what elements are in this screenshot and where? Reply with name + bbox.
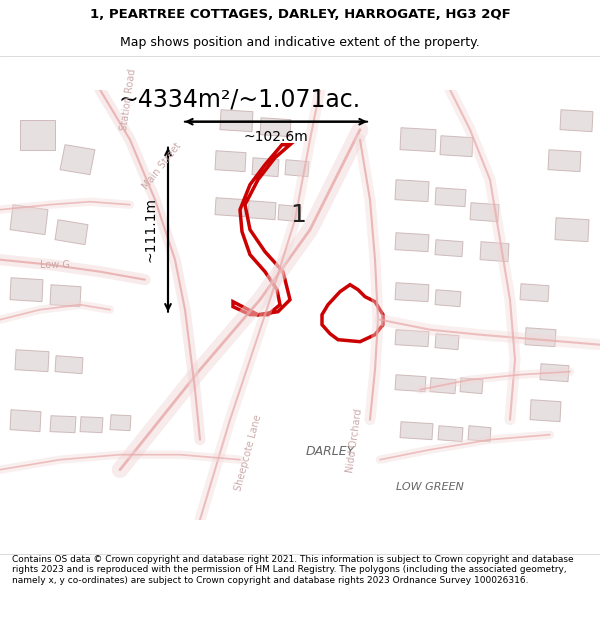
Text: ~102.6m: ~102.6m — [244, 129, 308, 144]
Text: 1: 1 — [290, 202, 306, 227]
Polygon shape — [15, 350, 49, 372]
Polygon shape — [80, 417, 103, 432]
Polygon shape — [435, 188, 466, 207]
Polygon shape — [110, 415, 131, 431]
Polygon shape — [440, 136, 473, 157]
Polygon shape — [530, 400, 561, 422]
Text: ~111.1m: ~111.1m — [143, 198, 157, 262]
Polygon shape — [555, 217, 589, 242]
Polygon shape — [470, 202, 499, 222]
Polygon shape — [430, 378, 456, 394]
Text: ~4334m²/~1.071ac.: ~4334m²/~1.071ac. — [119, 88, 361, 112]
Polygon shape — [460, 378, 483, 394]
Text: Map shows position and indicative extent of the property.: Map shows position and indicative extent… — [120, 36, 480, 49]
Polygon shape — [520, 284, 549, 302]
Polygon shape — [395, 374, 426, 392]
Polygon shape — [400, 422, 433, 440]
Polygon shape — [252, 158, 279, 177]
Polygon shape — [50, 285, 81, 307]
Polygon shape — [285, 159, 309, 177]
Text: Main Street: Main Street — [141, 141, 183, 192]
Polygon shape — [278, 205, 301, 222]
Polygon shape — [60, 144, 95, 174]
Polygon shape — [215, 151, 246, 172]
Polygon shape — [220, 110, 253, 132]
Polygon shape — [215, 198, 246, 217]
Polygon shape — [395, 232, 429, 252]
Polygon shape — [248, 201, 276, 219]
Polygon shape — [560, 110, 593, 132]
Polygon shape — [480, 242, 509, 262]
Text: LOW GREEN: LOW GREEN — [396, 482, 464, 492]
Polygon shape — [395, 330, 429, 347]
Text: 1, PEARTREE COTTAGES, DARLEY, HARROGATE, HG3 2QF: 1, PEARTREE COTTAGES, DARLEY, HARROGATE,… — [89, 8, 511, 21]
Polygon shape — [435, 239, 463, 257]
Text: Nidd Orchard: Nidd Orchard — [346, 408, 364, 474]
Polygon shape — [20, 120, 55, 149]
Polygon shape — [55, 219, 88, 244]
Text: Station Road: Station Road — [119, 69, 137, 132]
Polygon shape — [10, 205, 48, 234]
Polygon shape — [548, 149, 581, 172]
Polygon shape — [435, 334, 459, 350]
Polygon shape — [525, 328, 556, 347]
Polygon shape — [55, 356, 83, 374]
Polygon shape — [395, 282, 429, 302]
Polygon shape — [435, 290, 461, 307]
Polygon shape — [395, 180, 429, 202]
Text: Sheepcote Lane: Sheepcote Lane — [233, 413, 263, 492]
Text: Low G: Low G — [40, 260, 70, 270]
Polygon shape — [10, 278, 43, 302]
Text: DARLEY: DARLEY — [305, 445, 355, 458]
Text: Contains OS data © Crown copyright and database right 2021. This information is : Contains OS data © Crown copyright and d… — [12, 555, 574, 585]
Polygon shape — [260, 118, 291, 137]
Polygon shape — [50, 416, 76, 432]
Polygon shape — [438, 426, 463, 442]
Polygon shape — [400, 127, 436, 152]
Polygon shape — [468, 426, 491, 442]
Polygon shape — [10, 410, 41, 432]
Polygon shape — [540, 364, 569, 382]
